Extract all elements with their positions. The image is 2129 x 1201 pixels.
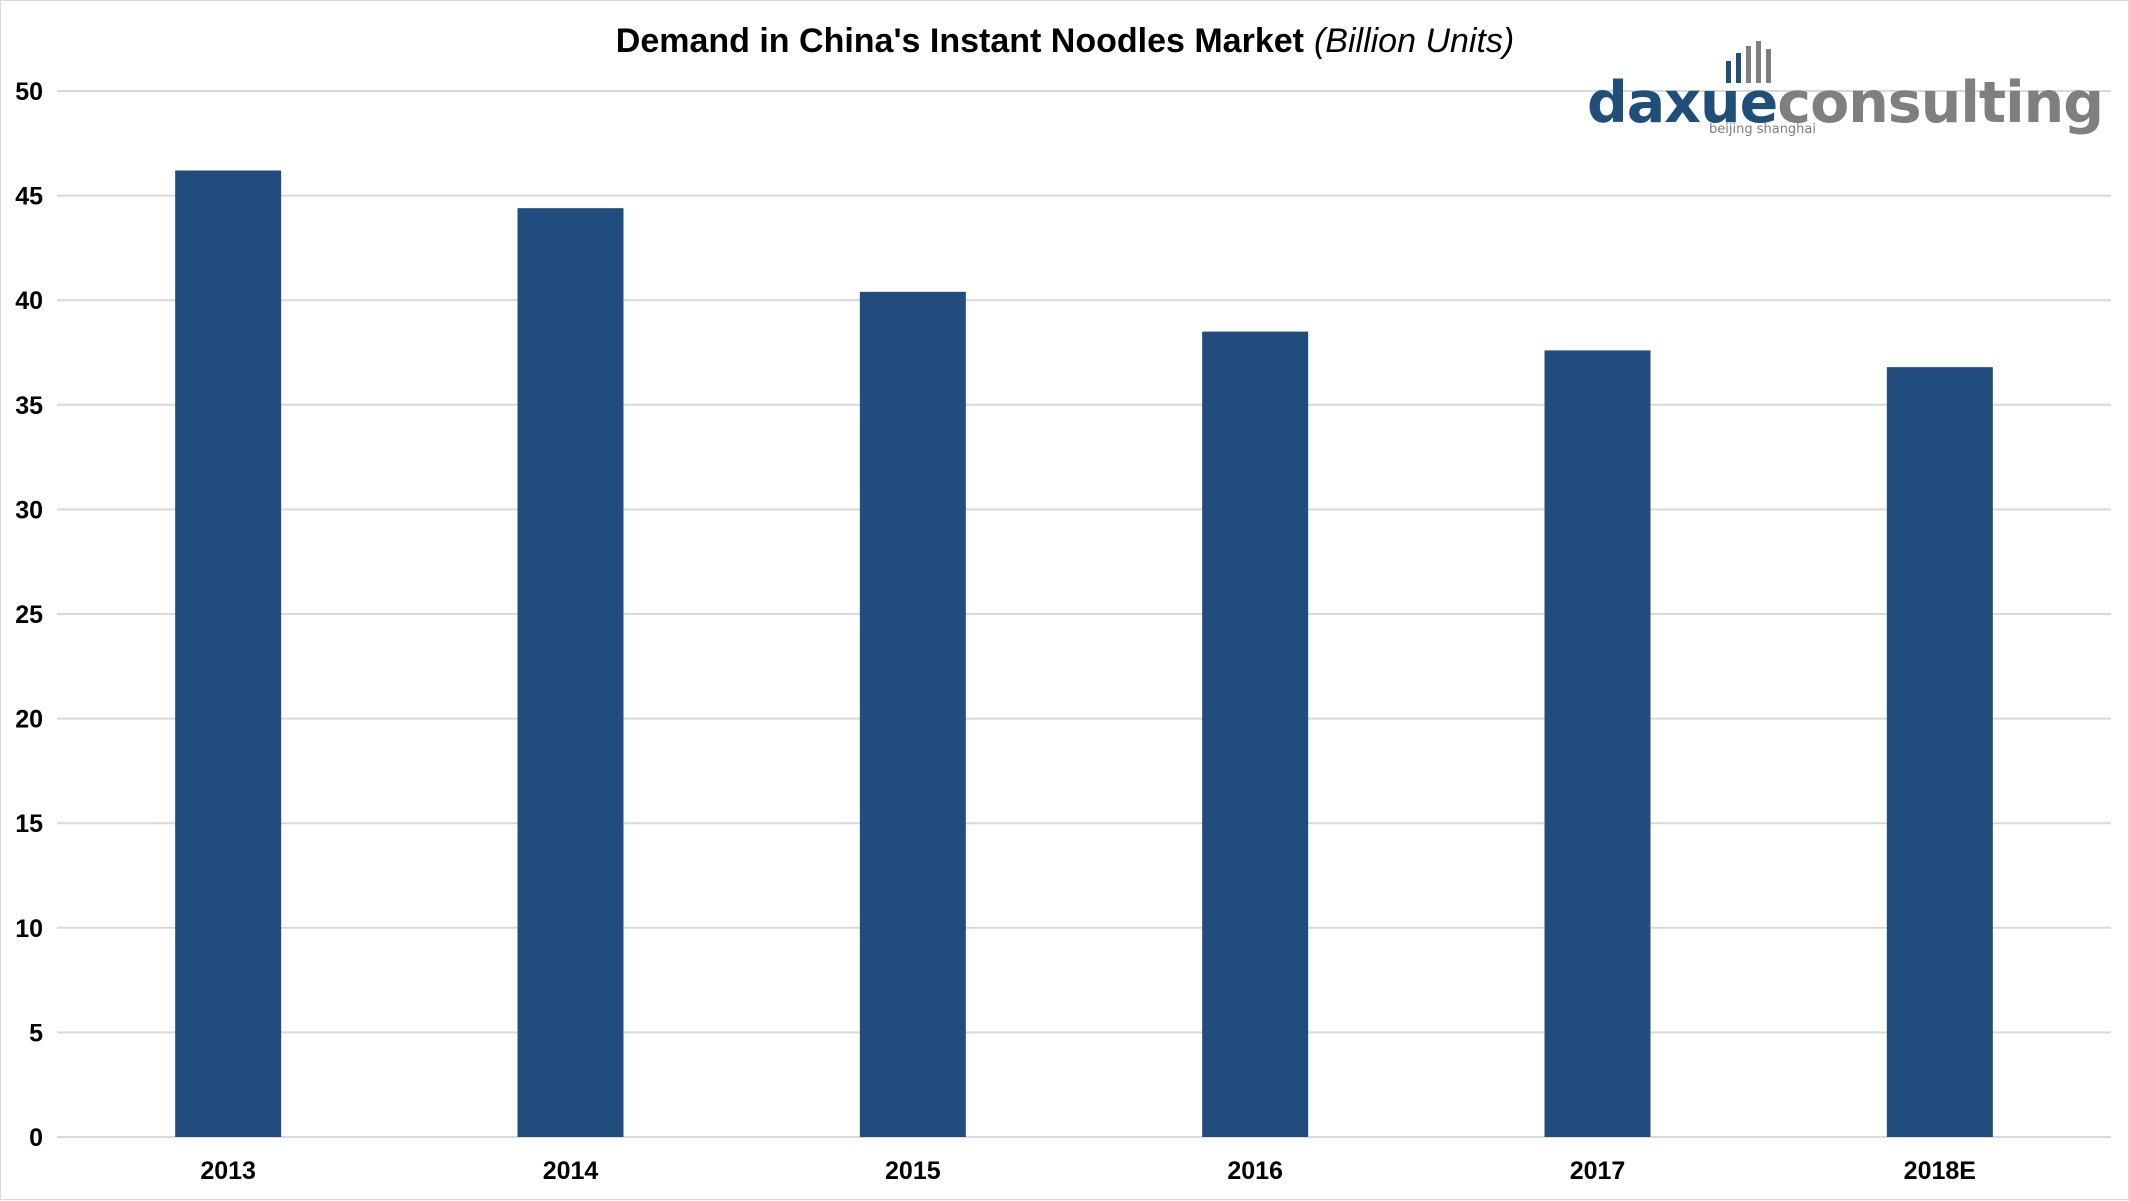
gridlines bbox=[57, 90, 2111, 1138]
logo-icon-bar bbox=[1766, 49, 1771, 83]
y-tick-label: 15 bbox=[15, 810, 43, 838]
y-tick-label: 30 bbox=[15, 496, 43, 524]
logo-wordmark-part2: consulting bbox=[1777, 70, 2103, 136]
x-tick-label: 2017 bbox=[1570, 1157, 1626, 1185]
x-axis-ticks: 2013 2014 2015 2016 2017 2018E bbox=[200, 1157, 1976, 1185]
bar-2018E bbox=[1886, 367, 1993, 1137]
bar-2017 bbox=[1544, 350, 1651, 1138]
y-tick-label: 35 bbox=[15, 392, 43, 420]
chart-title-units: (Billion Units) bbox=[1314, 22, 1514, 60]
x-tick-label: 2013 bbox=[200, 1157, 256, 1185]
y-tick-label: 50 bbox=[15, 78, 43, 106]
y-tick-label: 40 bbox=[15, 287, 43, 315]
y-tick-label: 5 bbox=[29, 1019, 43, 1047]
y-tick-label: 20 bbox=[15, 706, 43, 734]
y-tick-label: 45 bbox=[15, 183, 43, 211]
company-logo: daxueconsulting beijing shanghai bbox=[1587, 41, 2104, 137]
logo-icon-bar bbox=[1746, 46, 1751, 83]
logo-wordmark: daxueconsulting bbox=[1587, 70, 2103, 136]
logo-tagline: beijing shanghai bbox=[1709, 122, 1816, 137]
logo-wordmark-part1: daxue bbox=[1587, 70, 1777, 136]
x-tick-label: 2016 bbox=[1227, 1157, 1283, 1185]
x-tick-label: 2018E bbox=[1904, 1157, 1976, 1185]
chart-title-main: Demand in China's Instant Noodles Market bbox=[616, 22, 1304, 60]
y-tick-label: 10 bbox=[15, 915, 43, 943]
bar-2015 bbox=[859, 291, 966, 1137]
bar-2013 bbox=[175, 170, 282, 1138]
chart-title: Demand in China's Instant Noodles Market… bbox=[616, 22, 1514, 60]
bar-chart-icon bbox=[1726, 41, 1771, 83]
logo-icon-bar bbox=[1756, 41, 1761, 83]
bars bbox=[175, 170, 1993, 1138]
x-tick-label: 2014 bbox=[543, 1157, 599, 1185]
bar-2014 bbox=[517, 208, 624, 1138]
y-tick-label: 25 bbox=[15, 601, 43, 629]
y-tick-label: 0 bbox=[29, 1124, 43, 1152]
bar-2016 bbox=[1202, 331, 1309, 1138]
logo-icon-bar bbox=[1736, 53, 1741, 83]
y-axis-ticks: 0 5 10 15 20 25 30 35 40 45 50 bbox=[15, 78, 43, 1152]
logo-icon-bar bbox=[1726, 61, 1731, 83]
x-tick-label: 2015 bbox=[885, 1157, 941, 1185]
